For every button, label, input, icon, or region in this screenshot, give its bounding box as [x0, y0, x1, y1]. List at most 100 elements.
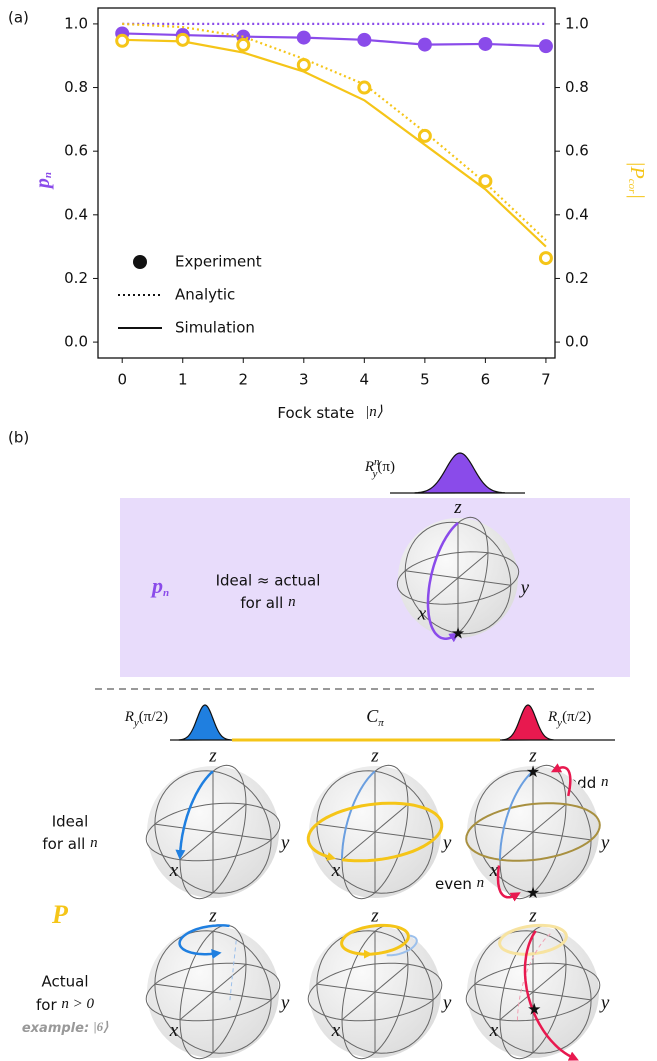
- y-label-main: p: [32, 178, 54, 190]
- trajectory: [175, 770, 214, 860]
- x-axis-label: Fock state |n⟩: [277, 404, 382, 422]
- legend-label: Simulation: [175, 319, 255, 337]
- t: for all: [240, 594, 283, 612]
- pulse-label: Ry(π/2): [547, 709, 591, 728]
- pulse-label: Cπ: [366, 706, 384, 728]
- m: n: [163, 587, 169, 599]
- m: π: [378, 717, 384, 729]
- x-tick-label: 2: [238, 371, 248, 389]
- legend-label: Analytic: [175, 286, 235, 304]
- data-point: [236, 37, 251, 52]
- data-point: [478, 36, 493, 51]
- data-point: [538, 251, 553, 266]
- row-label: Actual: [42, 973, 89, 991]
- x-tick-label: 6: [481, 371, 491, 389]
- m: y: [133, 717, 139, 729]
- row-label: for n > 0: [36, 996, 95, 1014]
- t: example:: [22, 1021, 89, 1036]
- trajectory: [465, 802, 601, 862]
- axis-label: x: [331, 860, 341, 881]
- x-tick-label: 5: [420, 371, 430, 389]
- x-tick-label: 4: [360, 371, 370, 389]
- pn-symbol: pn: [150, 573, 169, 598]
- x-tick-label: 7: [541, 371, 551, 389]
- even-label: even n: [435, 875, 484, 893]
- pulse-label: Rn y(π): [364, 456, 395, 480]
- trajectory: [426, 521, 460, 643]
- plot-frame: [97, 7, 556, 359]
- y-tick-label: 0.6: [64, 142, 88, 160]
- data-point: [115, 33, 130, 48]
- data-point: [417, 37, 432, 52]
- m: n: [374, 456, 380, 468]
- m: C: [366, 706, 379, 726]
- data-line: [122, 38, 547, 248]
- data-point: [538, 39, 553, 54]
- x-tick-label: 1: [178, 371, 188, 389]
- state-star: ★: [526, 762, 540, 781]
- pn-box: [120, 498, 630, 677]
- pulse: [178, 704, 231, 741]
- axis-label: x: [417, 604, 427, 625]
- m: R: [124, 709, 134, 725]
- y2-label-end: |: [626, 193, 648, 199]
- axis-label: y: [279, 992, 290, 1013]
- axis-label: z: [370, 906, 379, 927]
- y-tick-label: 0.2: [64, 269, 88, 287]
- axis-label: y: [519, 578, 530, 599]
- y2-tick-label: 0.6: [565, 142, 589, 160]
- panel-label: (b): [8, 429, 29, 447]
- axis-label: z: [453, 497, 462, 518]
- y-tick-label: 0.0: [64, 333, 88, 351]
- y2-label-sub: cor: [626, 179, 638, 194]
- m: (π/2): [139, 709, 168, 725]
- axis-label: z: [208, 906, 217, 927]
- x-tick-label: 0: [117, 371, 127, 389]
- pulse-label: Ry(π/2): [124, 709, 168, 728]
- data-point: [417, 128, 432, 143]
- data-point: [175, 32, 190, 47]
- t: for all: [42, 835, 85, 853]
- axis-label: y: [599, 992, 610, 1013]
- box-text: for all n: [240, 594, 295, 612]
- data-point: [296, 57, 311, 72]
- trajectory: [496, 865, 521, 902]
- t: n > 0: [61, 996, 94, 1012]
- y-tick-label: 0.4: [64, 205, 88, 223]
- trajectory: [498, 923, 568, 956]
- data-point: [357, 32, 372, 47]
- y2-tick-label: 0.4: [565, 205, 589, 223]
- m: p: [150, 573, 163, 598]
- row-label: Ideal: [52, 813, 89, 831]
- axis-label: y: [441, 832, 452, 853]
- y-tick-label: 0.8: [64, 78, 88, 96]
- axis-label: y: [599, 832, 610, 853]
- pulse: [414, 452, 505, 494]
- axis-label: x: [489, 860, 499, 881]
- x-tick-label: 3: [299, 371, 309, 389]
- trajectory: [523, 930, 579, 1061]
- legend-label: Experiment: [175, 253, 262, 271]
- t: for: [36, 996, 57, 1014]
- axis-label: z: [528, 906, 537, 927]
- t: n: [601, 774, 609, 790]
- state-star: ★: [451, 624, 465, 643]
- axis-label: z: [370, 746, 379, 767]
- axis-label: x: [331, 1020, 341, 1041]
- t: n: [90, 835, 98, 851]
- data-point: [357, 80, 372, 95]
- axis-label: y: [441, 992, 452, 1013]
- data-line: [122, 22, 547, 242]
- x-label-math: |n⟩: [365, 404, 383, 420]
- data-line: [122, 32, 546, 48]
- example-label: example: |6⟩: [22, 1019, 109, 1036]
- axis-label: z: [208, 746, 217, 767]
- y2-tick-label: 0.8: [565, 78, 589, 96]
- panel-label: (a): [8, 9, 29, 27]
- trajectory: [386, 934, 418, 957]
- data-point: [296, 30, 311, 45]
- t: |6⟩: [94, 1019, 109, 1034]
- y-label-sub: n: [42, 172, 54, 178]
- m: (π/2): [562, 709, 591, 725]
